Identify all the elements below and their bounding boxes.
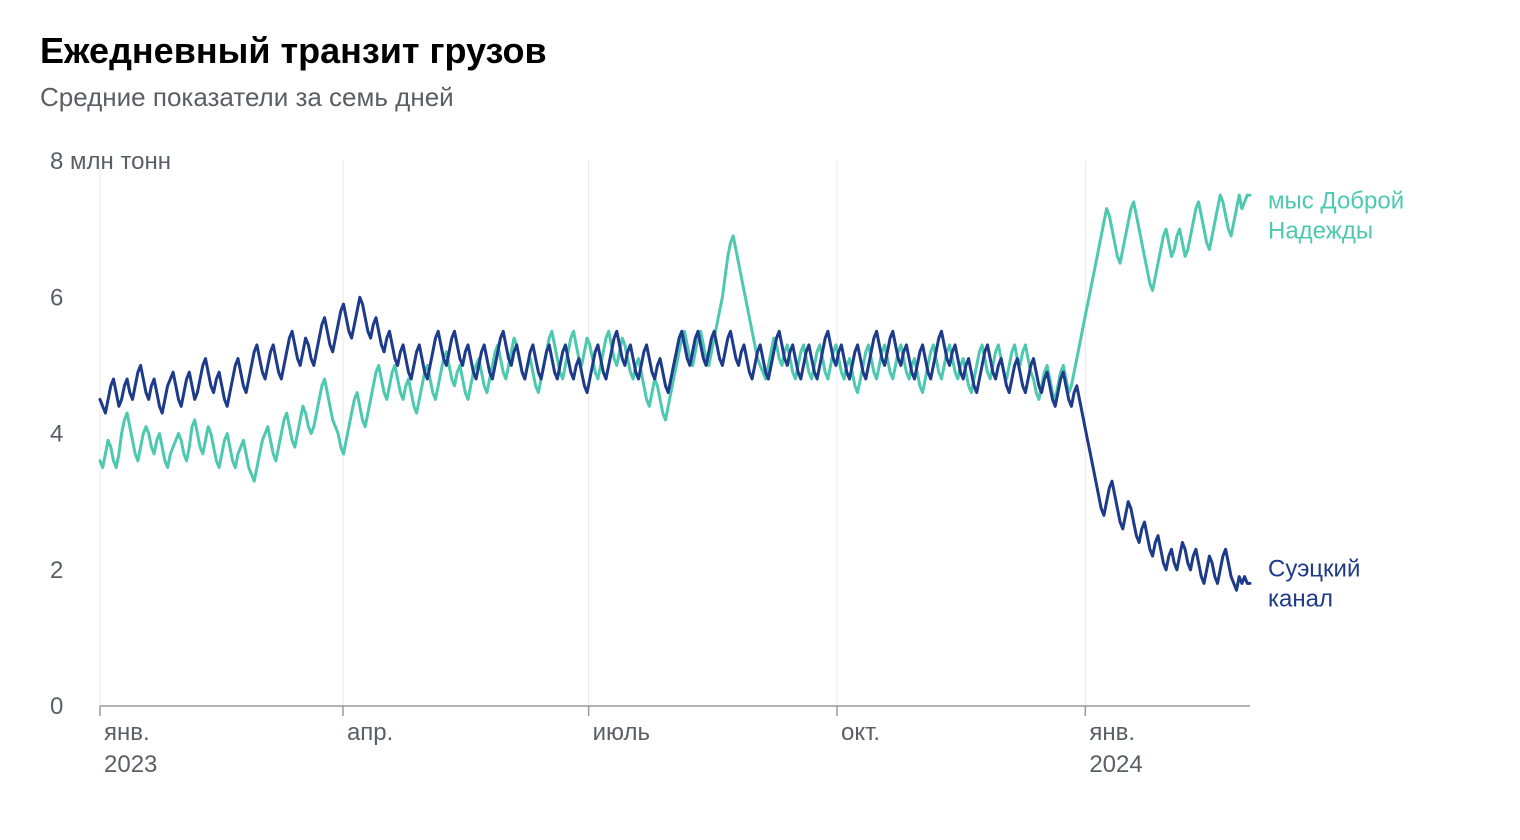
series-label: канал [1268,586,1333,613]
series-label: Надежды [1268,218,1373,245]
series-label: мыс Доброй [1268,188,1404,215]
x-year-label: 2024 [1089,751,1142,778]
line-chart-svg: 0 2 4 6 8 млн тонн мыс Доброй Надежды Суэцкий ка… [40,131,1480,791]
x-year-label: 2023 [104,751,157,778]
chart-plot-area: 0 2 4 6 8 млн тонн мыс Доброй Надежды Суэцкий ка… [40,131,1480,761]
x-tick-label: июль [593,719,650,746]
series-label: Суэцкий [1268,556,1360,583]
chart-title: Ежедневный транзит грузов [40,30,1480,72]
x-tick-label: апр. [347,719,393,746]
x-tick-label: янв. [1089,719,1135,746]
y-unit-label: 8 млн тонн [50,148,171,175]
chart-subtitle: Средние показатели за семь дней [40,82,1480,113]
y-tick-label: 0 [50,693,63,720]
x-tick-label: окт. [841,719,880,746]
y-tick-label: 4 [50,421,63,448]
y-tick-label: 2 [50,557,63,584]
series-line [100,195,1250,481]
y-tick-label: 6 [50,284,63,311]
x-tick-label: янв. [104,719,150,746]
chart-card: Ежедневный транзит грузов Средние показа… [40,30,1480,810]
